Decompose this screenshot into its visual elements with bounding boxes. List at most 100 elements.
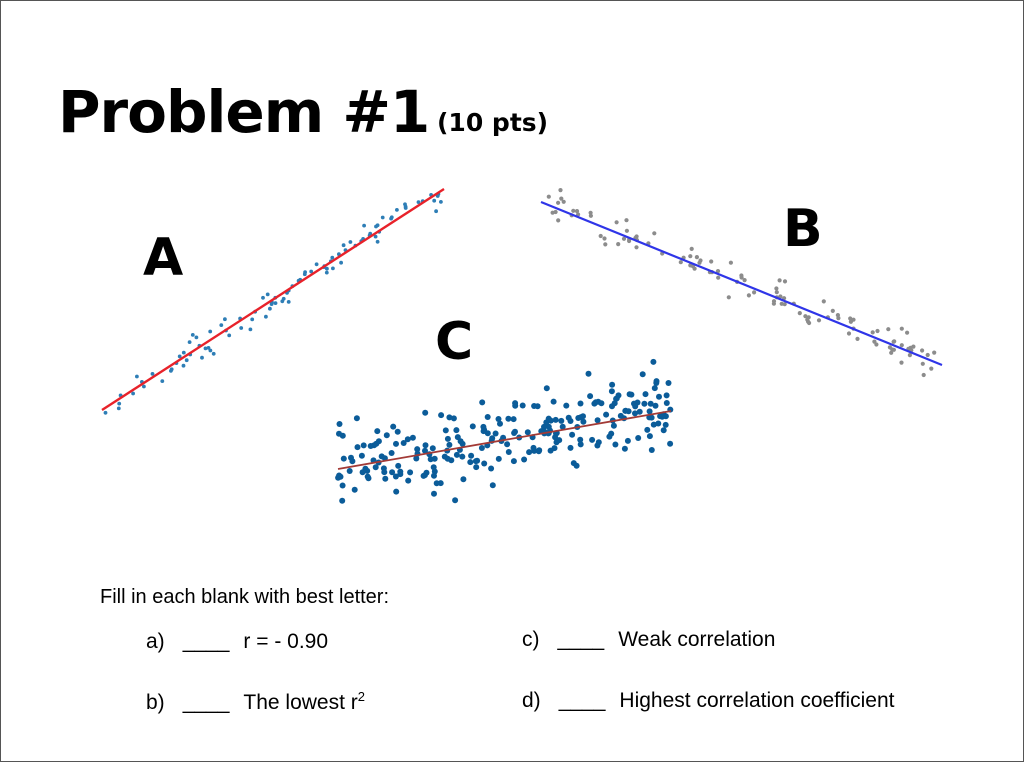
scatter-point-b: [742, 278, 747, 283]
scatter-point-c: [441, 453, 448, 460]
scatter-point-a: [261, 295, 265, 300]
scatter-point-a: [314, 262, 319, 267]
scatter-point-a: [116, 406, 121, 411]
scatter-point-b: [779, 301, 784, 306]
scatter-point-c: [665, 380, 672, 386]
scatter-point-b: [694, 255, 700, 260]
scatter-point-b: [890, 347, 895, 352]
scatter-point-b: [559, 196, 564, 201]
scatter-point-c: [365, 475, 372, 482]
scatter-point-c: [446, 414, 453, 421]
scatter-point-c: [577, 436, 584, 443]
scatter-point-a: [142, 384, 146, 389]
scatter-point-b: [689, 246, 694, 251]
question-a-blank[interactable]: ____: [182, 630, 230, 653]
scatter-point-c: [547, 417, 554, 424]
scatter-point-a: [380, 215, 385, 220]
scatter-point-c: [422, 447, 428, 454]
scatter-point-a: [348, 240, 353, 244]
scatter-point-b: [891, 339, 896, 344]
scatter-point-c: [543, 419, 550, 426]
scatter-point-c: [510, 458, 517, 465]
scatter-point-c: [392, 473, 399, 480]
scatter-point-b: [614, 220, 619, 225]
scatter-point-a: [206, 346, 211, 350]
scatter-point-c: [577, 441, 584, 448]
scatter-point-a: [239, 326, 244, 330]
scatter-point-b: [782, 279, 788, 284]
scatter-point-c: [663, 392, 670, 399]
scatter-point-b: [627, 238, 632, 244]
scatter-point-b: [771, 299, 777, 304]
scatter-point-c: [534, 403, 541, 410]
scatter-point-a: [219, 323, 224, 327]
scatter-point-c: [651, 385, 658, 392]
question-c-blank[interactable]: ____: [557, 628, 605, 651]
scatter-point-c: [467, 459, 474, 466]
scatter-point-c: [469, 423, 476, 430]
scatter-point-b: [870, 330, 875, 335]
scatter-point-c: [641, 400, 648, 407]
scatter-point-c: [595, 439, 602, 446]
scatter-point-b: [920, 348, 925, 353]
scatter-point-c: [382, 475, 389, 482]
scatter-point-c: [480, 428, 487, 435]
scatter-point-c: [504, 441, 511, 448]
question-d-blank[interactable]: ____: [558, 689, 606, 712]
scatter-point-c: [585, 370, 592, 377]
scatter-point-b: [598, 233, 603, 239]
scatter-point-c: [615, 392, 622, 399]
scatter-point-c: [635, 435, 642, 441]
scatter-point-c: [648, 447, 655, 453]
scatter-point-c: [577, 400, 584, 407]
scatter-point-c: [609, 381, 616, 388]
scatter-point-b: [848, 316, 853, 321]
scatter-point-a: [190, 333, 195, 337]
scatter-point-c: [580, 413, 586, 420]
scatter-point-c: [626, 391, 633, 398]
scatter-point-c: [510, 416, 517, 423]
scatter-point-c: [393, 488, 400, 495]
scatter-point-a: [227, 333, 232, 338]
scatter-point-b: [821, 299, 826, 304]
scatter-point-c: [660, 427, 667, 434]
question-b-superscript: 2: [357, 689, 366, 704]
scatter-point-c: [372, 464, 379, 471]
scatter-point-c: [512, 428, 518, 435]
scatter-point-c: [573, 462, 580, 469]
scatter-point-c: [603, 411, 610, 418]
scatter-point-c: [438, 412, 445, 419]
scatter-point-c: [393, 440, 399, 447]
scatter-point-c: [394, 428, 401, 435]
question-b-blank[interactable]: ____: [182, 691, 230, 714]
scatter-point-c: [521, 456, 528, 463]
scatter-point-c: [433, 480, 440, 487]
scatter-point-c: [541, 423, 547, 430]
scatter-point-c: [452, 497, 459, 504]
scatter-point-c: [650, 358, 657, 365]
scatter-point-b: [558, 188, 563, 193]
scatter-point-c: [625, 408, 632, 415]
scatter-point-c: [543, 385, 550, 392]
scatter-point-c: [608, 388, 615, 395]
scatter-point-c: [431, 490, 437, 497]
scatter-point-b: [652, 231, 657, 236]
scatter-point-c: [360, 442, 367, 449]
scatter-point-a: [160, 379, 165, 383]
scatter-point-a: [131, 391, 136, 396]
scatter-plot-a: [101, 187, 445, 415]
scatter-point-c: [636, 408, 643, 415]
instructions: Fill in each blank with best letter:: [100, 586, 390, 608]
scatter-point-c: [478, 445, 485, 451]
question-d-text: Highest correlation coefficient: [619, 689, 895, 712]
scatter-point-c: [420, 472, 427, 479]
scatter-point-b: [905, 330, 910, 335]
scatter-point-c: [468, 452, 475, 459]
question-c-letter: c): [522, 628, 540, 651]
scatter-point-a: [395, 208, 399, 212]
scatter-point-b: [603, 242, 608, 247]
scatter-point-c: [413, 455, 420, 462]
scatter-point-c: [375, 438, 382, 445]
scatter-point-c: [374, 428, 381, 435]
scatter-point-b: [624, 218, 629, 223]
